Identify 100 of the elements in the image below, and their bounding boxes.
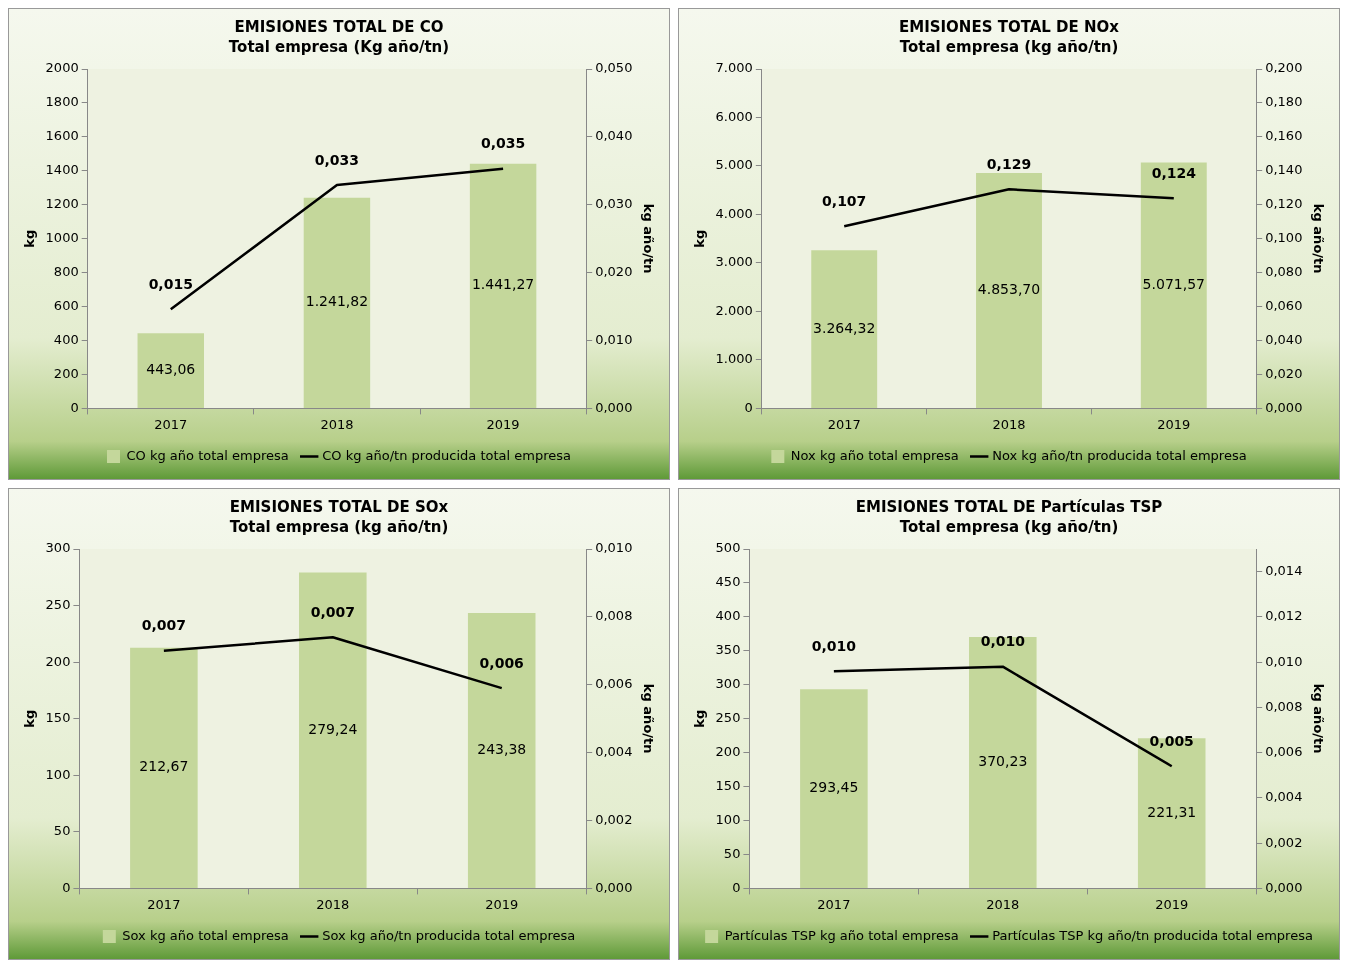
y-tick-label: 250 bbox=[715, 710, 741, 726]
y-tick-label: 200 bbox=[53, 365, 79, 381]
chart-subtitle: Total empresa (kg año/tn) bbox=[899, 37, 1119, 56]
bar bbox=[1140, 162, 1207, 408]
data-label: 0,124 bbox=[1151, 164, 1197, 181]
legend-label: Sox kg año total empresa bbox=[122, 927, 289, 943]
bar bbox=[800, 689, 868, 888]
bar bbox=[976, 173, 1042, 408]
x-tick-label: 2017 bbox=[827, 416, 861, 432]
x-tick-label: 2017 bbox=[147, 896, 181, 912]
y2-axis-title: kg año/tn bbox=[1310, 203, 1326, 274]
y2-tick-label: 0,060 bbox=[1265, 297, 1303, 313]
legend-label: Sox kg año/tn producida total empresa bbox=[322, 927, 576, 943]
y2-tick-label: 0,160 bbox=[1265, 128, 1303, 144]
bar bbox=[469, 163, 537, 408]
data-label: 1.441,27 bbox=[471, 276, 535, 293]
y-axis-title: kg bbox=[692, 709, 708, 728]
x-tick-label: 2018 bbox=[316, 896, 350, 912]
y-tick-label: 6.000 bbox=[715, 108, 753, 124]
y2-tick-label: 0,000 bbox=[595, 879, 633, 895]
y-tick-label: 50 bbox=[723, 845, 741, 861]
y-tick-label: 100 bbox=[45, 766, 71, 782]
y2-tick-label: 0,008 bbox=[595, 608, 633, 624]
legend-label: Partículas TSP kg año/tn producida total empresa bbox=[992, 927, 1313, 943]
y-tick-label: 450 bbox=[715, 574, 741, 590]
y2-tick-label: 0,100 bbox=[1265, 230, 1303, 246]
data-label: 4.853,70 bbox=[977, 281, 1041, 298]
y2-tick-label: 0,020 bbox=[595, 264, 633, 280]
y2-tick-label: 0,002 bbox=[595, 811, 633, 827]
bar bbox=[130, 647, 198, 888]
y-tick-label: 2.000 bbox=[715, 302, 753, 318]
y-tick-label: 500 bbox=[715, 540, 741, 556]
x-tick-label: 2017 bbox=[154, 416, 188, 432]
y-tick-label: 7.000 bbox=[715, 60, 753, 76]
y-tick-label: 0 bbox=[744, 399, 753, 415]
y2-tick-label: 0,010 bbox=[1265, 653, 1303, 669]
bar bbox=[467, 613, 536, 888]
y2-axis-title: kg año/tn bbox=[1310, 683, 1326, 754]
legend-label: Nox kg año/tn producida total empresa bbox=[992, 447, 1247, 463]
y2-tick-label: 0,080 bbox=[1265, 264, 1303, 280]
y2-tick-label: 0,020 bbox=[1265, 365, 1303, 381]
y-tick-label: 0 bbox=[70, 399, 79, 415]
y2-tick-label: 0,050 bbox=[595, 60, 633, 76]
y2-tick-label: 0,030 bbox=[595, 196, 633, 212]
x-tick-label: 2018 bbox=[320, 416, 354, 432]
bar bbox=[811, 250, 878, 408]
x-tick-label: 2017 bbox=[817, 896, 851, 912]
data-label: 0,010 bbox=[980, 633, 1026, 650]
y-tick-label: 600 bbox=[53, 297, 79, 313]
y2-axis-title: kg año/tn bbox=[640, 683, 656, 754]
data-label: 370,23 bbox=[978, 753, 1028, 770]
legend-label: CO kg año total empresa bbox=[126, 447, 289, 463]
legend-label: Nox kg año total empresa bbox=[790, 447, 959, 463]
y-tick-label: 1400 bbox=[45, 162, 79, 178]
data-label: 221,31 bbox=[1147, 803, 1197, 820]
y-tick-label: 250 bbox=[45, 596, 71, 612]
y2-tick-label: 0,012 bbox=[1265, 608, 1303, 624]
data-label: 293,45 bbox=[809, 779, 859, 796]
legend-label: Partículas TSP kg año total empresa bbox=[724, 927, 959, 943]
data-label: 212,67 bbox=[139, 758, 189, 775]
y-axis-title: kg bbox=[22, 229, 38, 248]
data-label: 0,035 bbox=[480, 135, 526, 152]
data-label: 0,007 bbox=[141, 617, 187, 634]
y-tick-label: 200 bbox=[45, 653, 71, 669]
data-label: 243,38 bbox=[477, 741, 527, 758]
y2-axis-title: kg año/tn bbox=[640, 203, 656, 274]
y2-tick-label: 0,004 bbox=[1265, 789, 1303, 805]
y-tick-label: 3.000 bbox=[715, 254, 753, 270]
y2-tick-label: 0,140 bbox=[1265, 162, 1303, 178]
y2-tick-label: 0,010 bbox=[595, 540, 633, 556]
y2-tick-label: 0,180 bbox=[1265, 94, 1303, 110]
x-tick-label: 2019 bbox=[1157, 416, 1191, 432]
data-label: 0,015 bbox=[148, 275, 193, 292]
data-label: 5.071,57 bbox=[1142, 275, 1205, 292]
y-tick-label: 400 bbox=[715, 608, 741, 624]
bar bbox=[1137, 738, 1206, 888]
y2-tick-label: 0,010 bbox=[595, 331, 633, 347]
y-tick-label: 350 bbox=[715, 642, 741, 658]
y-axis-title: kg bbox=[692, 229, 708, 248]
data-label: 0,006 bbox=[479, 654, 524, 671]
y2-tick-label: 0,002 bbox=[1265, 834, 1303, 850]
y-tick-label: 150 bbox=[45, 710, 71, 726]
x-tick-label: 2019 bbox=[1155, 896, 1189, 912]
y-tick-label: 0 bbox=[62, 879, 71, 895]
data-label: 279,24 bbox=[308, 720, 358, 737]
y-tick-label: 300 bbox=[45, 540, 71, 556]
y-tick-label: 200 bbox=[715, 744, 741, 760]
data-label: 0,129 bbox=[986, 155, 1032, 172]
bar bbox=[137, 333, 204, 408]
legend-label: CO kg año/tn producida total empresa bbox=[322, 447, 572, 463]
y-tick-label: 4.000 bbox=[715, 205, 753, 221]
chart-subtitle: Total empresa (Kg año/tn) bbox=[228, 37, 450, 56]
y-tick-label: 300 bbox=[715, 676, 741, 692]
x-tick-label: 2018 bbox=[986, 896, 1020, 912]
y2-tick-label: 0,120 bbox=[1265, 196, 1303, 212]
x-tick-label: 2018 bbox=[992, 416, 1026, 432]
chart-title: EMISIONES TOTAL DE SOx bbox=[229, 497, 449, 516]
y-tick-label: 2000 bbox=[45, 60, 79, 76]
y-tick-label: 5.000 bbox=[715, 157, 753, 173]
y2-tick-label: 0,004 bbox=[595, 744, 633, 760]
